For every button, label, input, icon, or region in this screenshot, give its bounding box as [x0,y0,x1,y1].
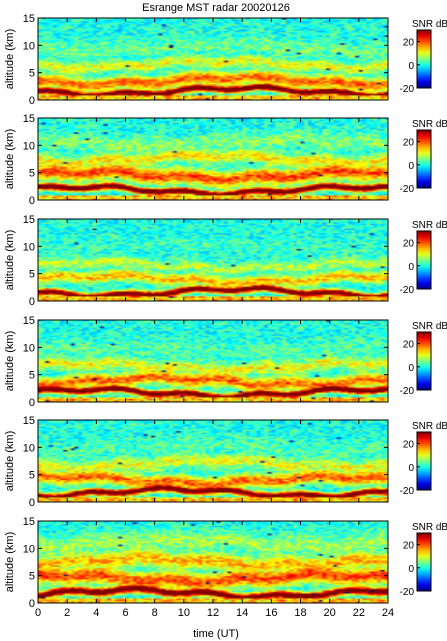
colorbar-tick-label: 0 [408,161,414,172]
y-tick-label: 5 [29,269,35,281]
y-tick-label: 10 [23,40,35,52]
colorbar-tick-label: -20 [400,386,415,397]
y-tick-label: 15 [23,516,35,528]
y-tick-label: 5 [29,68,35,80]
colorbar-tick-label: 20 [403,340,415,351]
y-tick-label: 0 [29,598,35,610]
heatmap-image [38,420,388,502]
y-tick-label: 10 [23,442,35,454]
y-tick-label: 10 [23,140,35,152]
colorbar-tick-label: 20 [403,38,415,49]
y-tick-label: 15 [23,315,35,327]
colorbar-tick-label: 0 [408,463,414,474]
colorbar [416,331,432,391]
y-tick-label: 0 [29,195,35,207]
y-tick-label: 0 [29,296,35,308]
colorbar-label: SNR dB [412,321,447,332]
heatmap-panel-1: 0 5 10 15 altitude (km) SNR dB -20 0 20 [4,13,447,107]
colorbar-tick-label: 0 [408,363,414,374]
heatmap-image [38,219,388,301]
colorbar-tick-label: -20 [400,184,415,195]
x-tick-label: 20 [324,607,336,619]
colorbar [416,532,432,592]
x-tick-label: 8 [152,607,158,619]
x-tick-label: 18 [294,607,306,619]
y-axis-label: altitude (km) [4,230,16,291]
y-tick-label: 5 [29,370,35,382]
colorbar [416,29,432,89]
y-tick-label: 10 [23,342,35,354]
y-axis-label: altitude (km) [4,431,16,492]
y-tick-label: 5 [29,470,35,482]
y-tick-label: 5 [29,571,35,583]
heatmap-panel-4: 0 5 10 15 altitude (km) SNR dB -20 0 20 [4,315,447,409]
colorbar-label: SNR dB [412,522,447,533]
heatmap-image [38,18,388,100]
colorbar [416,129,432,189]
x-tick-label: 16 [265,607,277,619]
colorbar-label: SNR dB [412,220,447,231]
colorbar-tick-label: -20 [400,285,415,296]
y-tick-label: 15 [23,214,35,226]
x-tick-label: 2 [64,607,70,619]
colorbar-tick-label: -20 [400,587,415,598]
heatmap-panel-2: 0 5 10 15 altitude (km) SNR dB -20 0 20 [4,113,447,207]
chart-title: Esrange MST radar 20020126 [142,2,290,14]
colorbar-tick-label: -20 [400,486,415,497]
x-axis-label: time (UT) [193,628,239,640]
x-tick-label: 12 [207,607,219,619]
colorbar-tick-label: 0 [408,564,414,575]
y-tick-label: 10 [23,543,35,555]
colorbar-tick-label: 20 [403,440,415,451]
x-tick-label: 22 [353,607,365,619]
heatmap-panel-3: 0 5 10 15 altitude (km) SNR dB -20 0 20 [4,214,447,308]
colorbar-tick-label: 20 [403,239,415,250]
y-axis-label: altitude (km) [4,532,16,593]
y-tick-label: 0 [29,397,35,409]
y-tick-label: 10 [23,241,35,253]
colorbar-tick-label: 20 [403,138,415,149]
y-tick-label: 15 [23,13,35,25]
x-tick-label: 4 [93,607,99,619]
y-tick-label: 0 [29,497,35,509]
colorbar-label: SNR dB [412,119,447,130]
y-axis-label: altitude (km) [4,331,16,392]
y-tick-label: 15 [23,113,35,125]
colorbar-tick-label: 20 [403,541,415,552]
y-tick-label: 15 [23,415,35,427]
colorbar [416,431,432,491]
y-tick-label: 0 [29,95,35,107]
colorbar-tick-label: -20 [400,84,415,95]
x-tick-label: 14 [236,607,248,619]
colorbar-tick-label: 0 [408,262,414,273]
colorbar-tick-label: 0 [408,61,414,72]
colorbar-label: SNR dB [412,421,447,432]
heatmap-image [38,118,388,200]
heatmap-panel-5: 0 5 10 15 altitude (km) SNR dB -20 0 20 [4,415,447,509]
colorbar-label: SNR dB [412,19,447,30]
y-axis-label: altitude (km) [4,129,16,190]
colorbar [416,230,432,290]
x-tick-label: 10 [178,607,190,619]
heatmap-image [38,521,388,603]
x-tick-label: 6 [122,607,128,619]
x-tick-label: 0 [35,607,41,619]
heatmap-image [38,320,388,402]
y-axis-label: altitude (km) [4,29,16,90]
x-tick-label: 24 [382,607,394,619]
y-tick-label: 5 [29,168,35,180]
